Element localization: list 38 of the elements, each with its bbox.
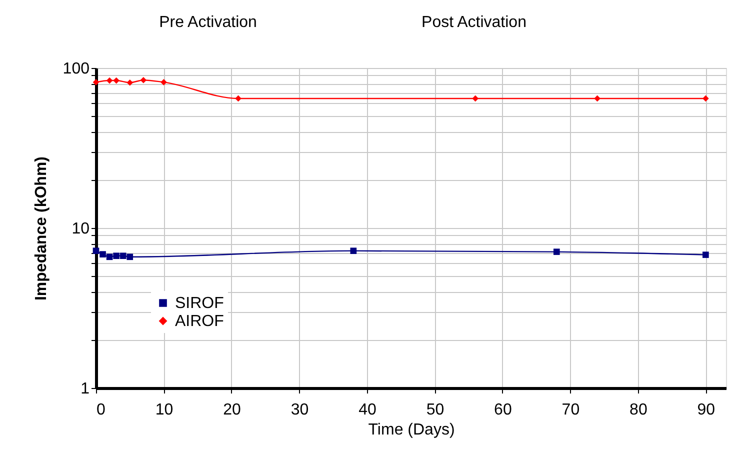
y-tick-label: 100 bbox=[62, 60, 90, 78]
point bbox=[106, 254, 113, 260]
legend-label: AIROF bbox=[175, 313, 224, 330]
text: Pre Activation bbox=[159, 14, 257, 31]
legend-label: SIROF bbox=[175, 295, 224, 312]
point bbox=[594, 95, 600, 102]
x-tick-label: 70 bbox=[562, 402, 580, 418]
x-tick-label: 10 bbox=[155, 402, 174, 418]
y-axis-title: Impedance (kOhm) bbox=[32, 156, 50, 301]
x-tick-label: 50 bbox=[426, 402, 444, 418]
point bbox=[120, 252, 126, 259]
point bbox=[350, 248, 357, 254]
point bbox=[472, 95, 479, 102]
y-tick-label: 1 bbox=[80, 380, 90, 398]
point bbox=[140, 76, 147, 84]
x-tick-label: 30 bbox=[290, 402, 309, 418]
point bbox=[100, 251, 106, 258]
x-tick-label: 90 bbox=[697, 402, 716, 418]
x-tick-label: 80 bbox=[630, 402, 648, 418]
point bbox=[92, 248, 100, 254]
point bbox=[113, 77, 120, 84]
point bbox=[113, 252, 120, 259]
x-tick-label: 40 bbox=[358, 402, 376, 418]
x-tick-label: 60 bbox=[494, 402, 512, 418]
point bbox=[126, 254, 134, 260]
x-tick-label: 20 bbox=[223, 402, 241, 418]
point bbox=[106, 77, 113, 84]
point bbox=[702, 252, 709, 258]
point bbox=[92, 79, 100, 86]
point bbox=[702, 95, 709, 102]
x-tick-label: 0 bbox=[96, 402, 106, 418]
point bbox=[160, 79, 167, 86]
y-tick-label: 10 bbox=[72, 220, 90, 238]
text: Post Activation bbox=[422, 14, 526, 31]
x-axis-title: Time (Days) bbox=[368, 422, 455, 438]
point bbox=[235, 95, 242, 102]
point bbox=[553, 248, 560, 255]
point bbox=[126, 79, 134, 86]
